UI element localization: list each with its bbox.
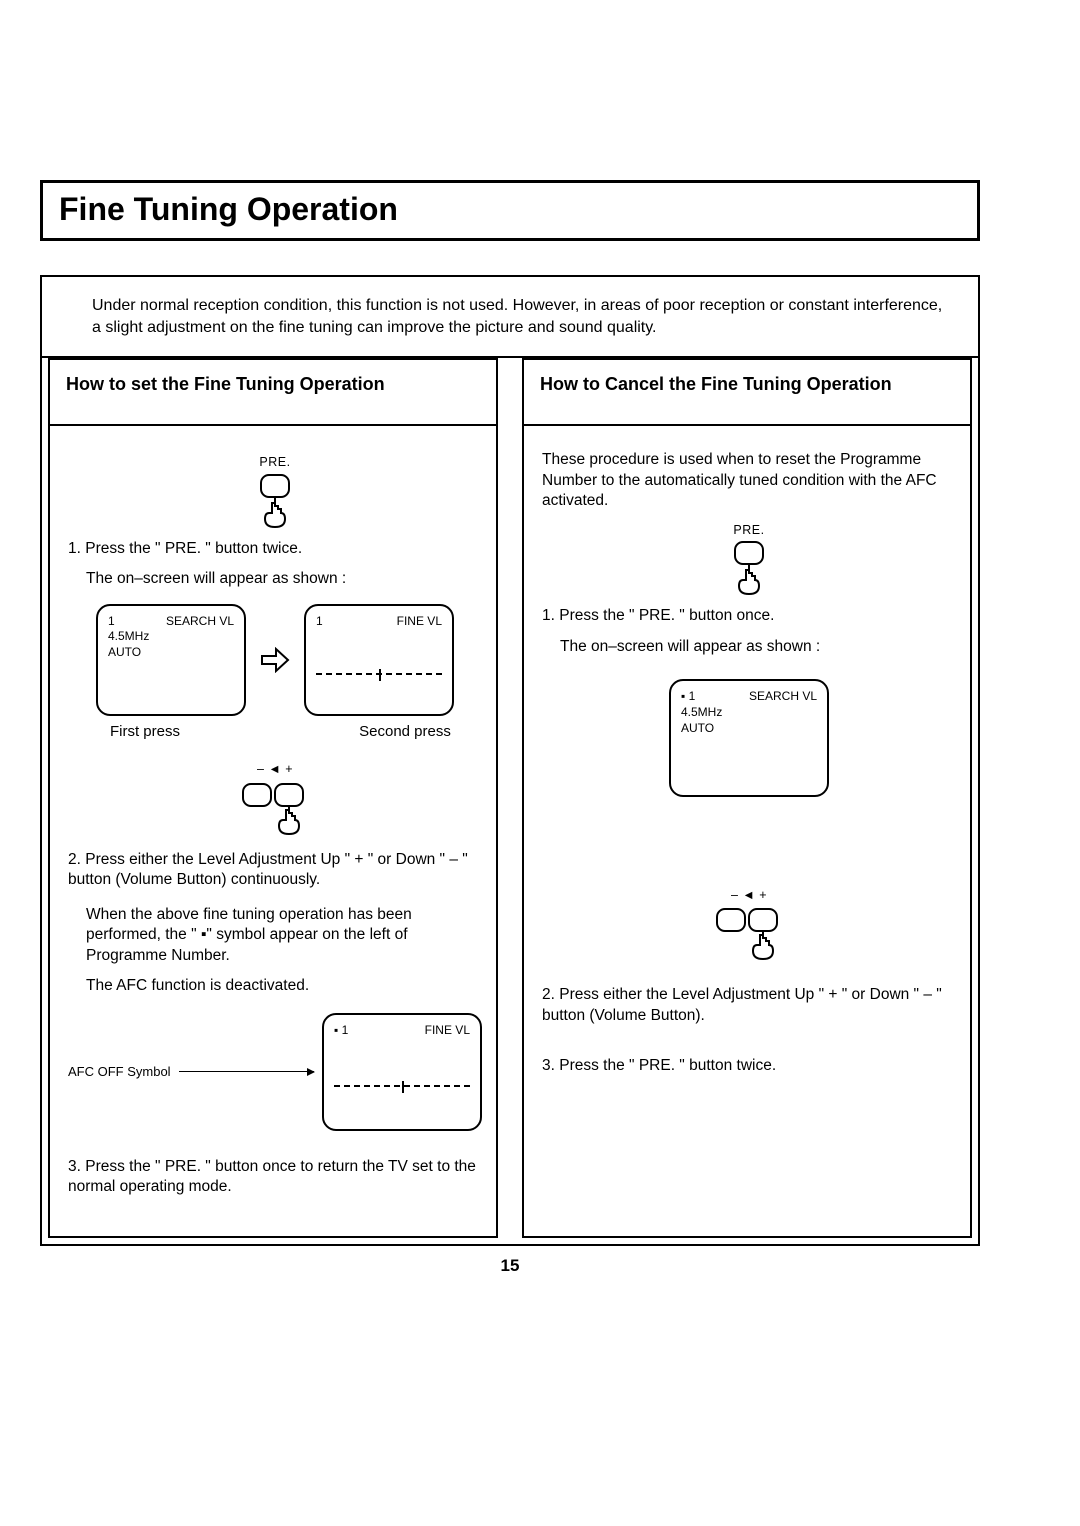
right-intro: These procedure is used when to reset th… [542,450,956,511]
screen1-auto: AUTO [108,645,234,661]
arrow-icon [260,645,290,675]
intro-text: Under normal reception condition, this f… [40,275,980,358]
right-step1b: The on–screen will appear as shown : [542,637,956,657]
screen-afc: ▪ 1 FINE VL [322,1013,482,1131]
screen1-num: 1 [108,614,115,630]
left-step2b: When the above fine tuning operation has… [68,905,482,966]
left-column: How to set the Fine Tuning Operation PRE… [48,358,498,1237]
afc-off-label: AFC OFF Symbol [68,1063,171,1080]
volume-buttons-icon [713,905,785,965]
right-step2: 2. Press either the Level Adjustment Up … [542,985,956,1026]
caption-first: First press [70,722,220,742]
afc-symbol-row: AFC OFF Symbol ▪ 1 FINE VL [68,1013,482,1131]
pre-label-right: PRE. [542,522,956,539]
screen-first-press: 1 SEARCH VL 4.5MHz AUTO [96,604,246,716]
pre-button-graphic-left: PRE. [68,454,482,529]
right-screen: ▪ 1 SEARCH VL 4.5MHz AUTO [669,679,829,797]
left-step1b: The on–screen will appear as shown : [68,569,482,589]
button-press-icon [729,540,769,596]
left-heading: How to set the Fine Tuning Operation [50,360,496,426]
screen-row: 1 SEARCH VL 4.5MHz AUTO 1 FINE VL [68,604,482,716]
rscreen-auto: AUTO [681,721,817,737]
right-screen-wrap: ▪ 1 SEARCH VL 4.5MHz AUTO [542,679,956,797]
pre-button-graphic-right: PRE. [542,522,956,597]
page-title: Fine Tuning Operation [59,191,961,228]
rscreen-right: SEARCH VL [749,689,817,705]
dashed-tuning-line [316,673,442,675]
volume-buttons-icon [239,780,311,840]
screen-second-press: 1 FINE VL [304,604,454,716]
pointer-line-icon [179,1071,314,1072]
left-step2a: 2. Press either the Level Adjustment Up … [68,850,482,891]
rscreen-mid: 4.5MHz [681,705,817,721]
screen-afc-right: FINE VL [425,1023,470,1039]
pre-label-left: PRE. [68,454,482,471]
volume-buttons-graphic-right: – ◄ + [542,887,956,966]
rscreen-marker: ▪ 1 [681,689,695,705]
screen1-right: SEARCH VL [166,614,234,630]
right-step1a: 1. Press the " PRE. " button once. [542,606,956,626]
right-column: How to Cancel the Fine Tuning Operation … [522,358,972,1237]
left-step1a: 1. Press the " PRE. " button twice. [68,539,482,559]
caption-second: Second press [330,722,480,742]
screen-captions: First press Second press [68,722,482,742]
screen2-num: 1 [316,614,323,630]
button-press-icon [255,473,295,529]
page: Fine Tuning Operation Under normal recep… [0,0,1080,1316]
indicator-left: – ◄ + [68,761,482,778]
screen1-mid: 4.5MHz [108,629,234,645]
right-step3: 3. Press the " PRE. " button twice. [542,1056,956,1076]
right-heading: How to Cancel the Fine Tuning Operation [524,360,970,426]
columns: How to set the Fine Tuning Operation PRE… [40,358,980,1245]
volume-buttons-graphic-left: – ◄ + [68,761,482,840]
left-body: PRE. 1. Press the " PRE. " button twice.… [50,426,496,1235]
screen-afc-marker: ▪ 1 [334,1023,348,1039]
indicator-right: – ◄ + [542,887,956,904]
dashed-tuning-line-2 [334,1085,470,1087]
left-step2c: The AFC function is deactivated. [68,976,482,996]
screen2-right: FINE VL [397,614,442,630]
left-step3: 3. Press the " PRE. " button once to ret… [68,1157,482,1198]
title-box: Fine Tuning Operation [40,180,980,241]
page-number: 15 [40,1256,980,1276]
right-body: These procedure is used when to reset th… [524,426,970,1115]
